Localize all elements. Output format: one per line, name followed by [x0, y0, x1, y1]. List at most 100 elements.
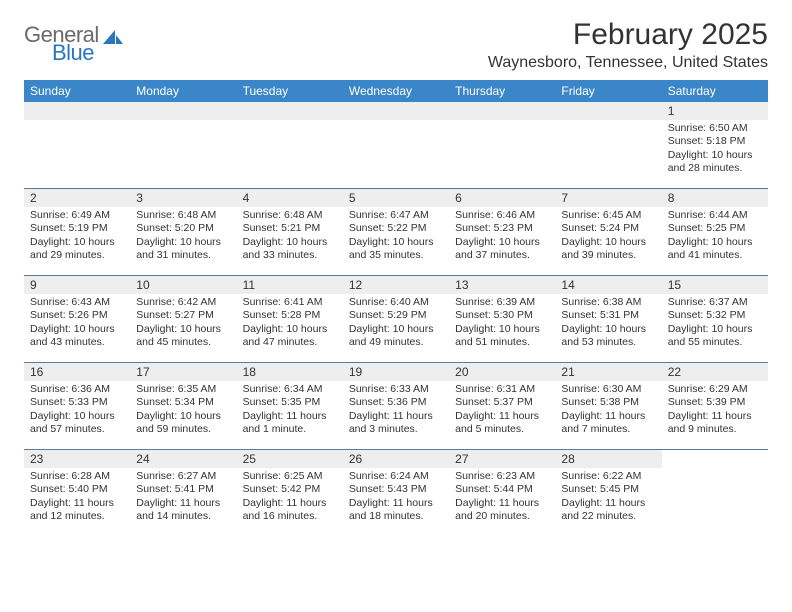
weekday-header: Sunday: [24, 80, 130, 102]
cell-body: Sunrise: 6:28 AMSunset: 5:40 PMDaylight:…: [24, 468, 130, 528]
calendar-cell: 19Sunrise: 6:33 AMSunset: 5:36 PMDayligh…: [343, 363, 449, 449]
sunrise-text: Sunrise: 6:48 AM: [243, 209, 337, 222]
day-number: [449, 102, 555, 120]
calendar-cell: 26Sunrise: 6:24 AMSunset: 5:43 PMDayligh…: [343, 450, 449, 536]
calendar-cell-blank: [343, 102, 449, 188]
daylight-text: Daylight: 11 hours and 20 minutes.: [455, 497, 549, 524]
cell-body: Sunrise: 6:39 AMSunset: 5:30 PMDaylight:…: [449, 294, 555, 354]
day-number: 10: [130, 276, 236, 294]
daylight-text: Daylight: 10 hours and 59 minutes.: [136, 410, 230, 437]
daylight-text: Daylight: 10 hours and 29 minutes.: [30, 236, 124, 263]
sunrise-text: Sunrise: 6:43 AM: [30, 296, 124, 309]
day-number: 14: [555, 276, 661, 294]
day-number: [24, 102, 130, 120]
calendar-cell: 10Sunrise: 6:42 AMSunset: 5:27 PMDayligh…: [130, 276, 236, 362]
location-text: Waynesboro, Tennessee, United States: [488, 54, 768, 72]
daylight-text: Daylight: 10 hours and 39 minutes.: [561, 236, 655, 263]
calendar-cell: 5Sunrise: 6:47 AMSunset: 5:22 PMDaylight…: [343, 189, 449, 275]
sunrise-text: Sunrise: 6:49 AM: [30, 209, 124, 222]
daylight-text: Daylight: 10 hours and 51 minutes.: [455, 323, 549, 350]
day-number: 15: [662, 276, 768, 294]
sunrise-text: Sunrise: 6:36 AM: [30, 383, 124, 396]
weekday-header-row: Sunday Monday Tuesday Wednesday Thursday…: [24, 80, 768, 102]
day-number: 2: [24, 189, 130, 207]
sunrise-text: Sunrise: 6:23 AM: [455, 470, 549, 483]
sunrise-text: Sunrise: 6:37 AM: [668, 296, 762, 309]
cell-body: Sunrise: 6:25 AMSunset: 5:42 PMDaylight:…: [237, 468, 343, 528]
calendar-cell: 2Sunrise: 6:49 AMSunset: 5:19 PMDaylight…: [24, 189, 130, 275]
cell-body: Sunrise: 6:37 AMSunset: 5:32 PMDaylight:…: [662, 294, 768, 354]
header: GeneralBlue February 2025 Waynesboro, Te…: [24, 18, 768, 72]
daylight-text: Daylight: 10 hours and 55 minutes.: [668, 323, 762, 350]
cell-body: Sunrise: 6:44 AMSunset: 5:25 PMDaylight:…: [662, 207, 768, 267]
calendar-cell: 16Sunrise: 6:36 AMSunset: 5:33 PMDayligh…: [24, 363, 130, 449]
cell-body: Sunrise: 6:46 AMSunset: 5:23 PMDaylight:…: [449, 207, 555, 267]
day-number: 24: [130, 450, 236, 468]
month-title: February 2025: [488, 18, 768, 52]
cell-body: Sunrise: 6:41 AMSunset: 5:28 PMDaylight:…: [237, 294, 343, 354]
day-number: 22: [662, 363, 768, 381]
day-number: [130, 102, 236, 120]
sunset-text: Sunset: 5:26 PM: [30, 309, 124, 322]
day-number: 28: [555, 450, 661, 468]
day-number: 13: [449, 276, 555, 294]
sunrise-text: Sunrise: 6:24 AM: [349, 470, 443, 483]
day-number: 12: [343, 276, 449, 294]
sunset-text: Sunset: 5:28 PM: [243, 309, 337, 322]
calendar-cell: 24Sunrise: 6:27 AMSunset: 5:41 PMDayligh…: [130, 450, 236, 536]
sunrise-text: Sunrise: 6:38 AM: [561, 296, 655, 309]
calendar-week: 1Sunrise: 6:50 AMSunset: 5:18 PMDaylight…: [24, 102, 768, 189]
cell-body: Sunrise: 6:34 AMSunset: 5:35 PMDaylight:…: [237, 381, 343, 441]
sunset-text: Sunset: 5:41 PM: [136, 483, 230, 496]
day-number: 5: [343, 189, 449, 207]
sunset-text: Sunset: 5:25 PM: [668, 222, 762, 235]
cell-body: Sunrise: 6:23 AMSunset: 5:44 PMDaylight:…: [449, 468, 555, 528]
sunset-text: Sunset: 5:32 PM: [668, 309, 762, 322]
daylight-text: Daylight: 10 hours and 53 minutes.: [561, 323, 655, 350]
daylight-text: Daylight: 10 hours and 31 minutes.: [136, 236, 230, 263]
sunset-text: Sunset: 5:34 PM: [136, 396, 230, 409]
day-number: 21: [555, 363, 661, 381]
day-number: 27: [449, 450, 555, 468]
sunrise-text: Sunrise: 6:39 AM: [455, 296, 549, 309]
daylight-text: Daylight: 10 hours and 43 minutes.: [30, 323, 124, 350]
calendar-cell-blank: [555, 102, 661, 188]
calendar-cell: 1Sunrise: 6:50 AMSunset: 5:18 PMDaylight…: [662, 102, 768, 188]
sunrise-text: Sunrise: 6:44 AM: [668, 209, 762, 222]
cell-body: Sunrise: 6:33 AMSunset: 5:36 PMDaylight:…: [343, 381, 449, 441]
calendar-cell: 7Sunrise: 6:45 AMSunset: 5:24 PMDaylight…: [555, 189, 661, 275]
day-number: 20: [449, 363, 555, 381]
daylight-text: Daylight: 11 hours and 14 minutes.: [136, 497, 230, 524]
calendar-cell: 25Sunrise: 6:25 AMSunset: 5:42 PMDayligh…: [237, 450, 343, 536]
calendar-cell: 3Sunrise: 6:48 AMSunset: 5:20 PMDaylight…: [130, 189, 236, 275]
sunset-text: Sunset: 5:27 PM: [136, 309, 230, 322]
sunrise-text: Sunrise: 6:30 AM: [561, 383, 655, 396]
day-number: 18: [237, 363, 343, 381]
sunset-text: Sunset: 5:29 PM: [349, 309, 443, 322]
cell-body: Sunrise: 6:24 AMSunset: 5:43 PMDaylight:…: [343, 468, 449, 528]
sunrise-text: Sunrise: 6:25 AM: [243, 470, 337, 483]
cell-body: Sunrise: 6:50 AMSunset: 5:18 PMDaylight:…: [662, 120, 768, 180]
cell-body: Sunrise: 6:48 AMSunset: 5:20 PMDaylight:…: [130, 207, 236, 267]
sunrise-text: Sunrise: 6:40 AM: [349, 296, 443, 309]
cell-body: Sunrise: 6:43 AMSunset: 5:26 PMDaylight:…: [24, 294, 130, 354]
day-number: 1: [662, 102, 768, 120]
cell-body: Sunrise: 6:49 AMSunset: 5:19 PMDaylight:…: [24, 207, 130, 267]
sunset-text: Sunset: 5:36 PM: [349, 396, 443, 409]
cell-body: Sunrise: 6:38 AMSunset: 5:31 PMDaylight:…: [555, 294, 661, 354]
sunrise-text: Sunrise: 6:46 AM: [455, 209, 549, 222]
daylight-text: Daylight: 11 hours and 12 minutes.: [30, 497, 124, 524]
day-number: 19: [343, 363, 449, 381]
calendar-cell: 22Sunrise: 6:29 AMSunset: 5:39 PMDayligh…: [662, 363, 768, 449]
sunset-text: Sunset: 5:20 PM: [136, 222, 230, 235]
calendar-cell: 6Sunrise: 6:46 AMSunset: 5:23 PMDaylight…: [449, 189, 555, 275]
weekday-header: Tuesday: [237, 80, 343, 102]
sunrise-text: Sunrise: 6:42 AM: [136, 296, 230, 309]
calendar-week: 16Sunrise: 6:36 AMSunset: 5:33 PMDayligh…: [24, 363, 768, 450]
day-number: 23: [24, 450, 130, 468]
daylight-text: Daylight: 10 hours and 47 minutes.: [243, 323, 337, 350]
day-number: 3: [130, 189, 236, 207]
cell-body: Sunrise: 6:35 AMSunset: 5:34 PMDaylight:…: [130, 381, 236, 441]
day-number: 17: [130, 363, 236, 381]
daylight-text: Daylight: 10 hours and 57 minutes.: [30, 410, 124, 437]
